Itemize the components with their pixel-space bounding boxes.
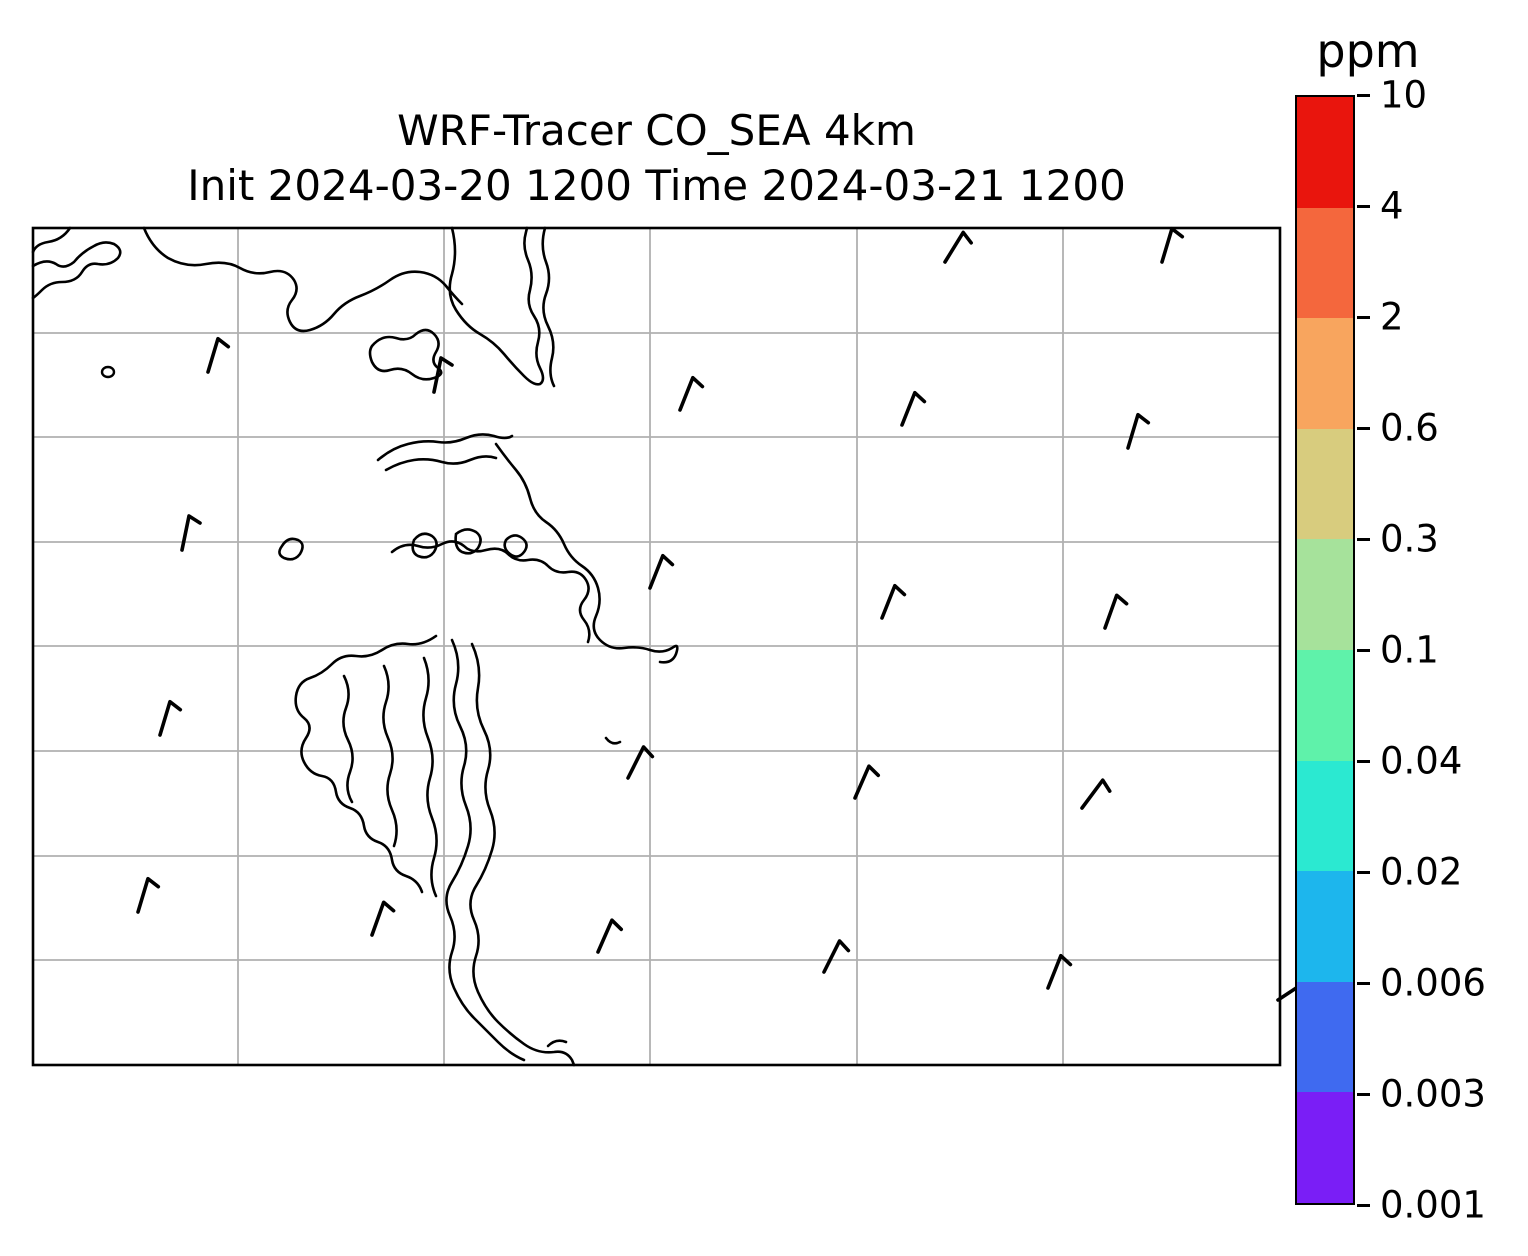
plot-title-line1: WRF-Tracer CO_SEA 4km bbox=[397, 106, 916, 155]
colorbar-tick-label: 2 bbox=[1380, 295, 1404, 339]
coastline-path bbox=[454, 528, 482, 555]
colorbar-segment bbox=[1297, 207, 1353, 319]
wind-barb bbox=[853, 764, 881, 800]
plot-title: WRF-Tracer CO_SEA 4km Init 2024-03-20 12… bbox=[33, 103, 1280, 214]
plot-title-line2: Init 2024-03-20 1200 Time 2024-03-21 120… bbox=[187, 161, 1126, 211]
wind-barb bbox=[136, 876, 161, 914]
colorbar-unit-label: ppm bbox=[1316, 24, 1420, 78]
coastline-path bbox=[546, 1039, 568, 1048]
coastline-path bbox=[376, 433, 514, 462]
colorbar-segment bbox=[1297, 760, 1353, 872]
coastline-path bbox=[382, 664, 398, 848]
colorbar-tick-label: 0.02 bbox=[1380, 850, 1463, 894]
coastline-path bbox=[448, 226, 545, 386]
colorbar-segment bbox=[1297, 981, 1353, 1093]
colorbar-tick-mark bbox=[1357, 315, 1370, 319]
colorbar-tick-mark bbox=[1357, 93, 1370, 97]
colorbar-tick-label: 0.003 bbox=[1380, 1072, 1486, 1116]
colorbar-segment bbox=[1297, 1092, 1353, 1203]
colorbar-tick-mark bbox=[1357, 1092, 1370, 1096]
wind-barb bbox=[1080, 778, 1112, 810]
wind-barb bbox=[596, 918, 624, 954]
wind-barb bbox=[158, 699, 183, 737]
colorbar-segments bbox=[1297, 97, 1353, 1203]
colorbar-segment bbox=[1297, 539, 1353, 650]
colorbar bbox=[1295, 95, 1355, 1205]
wind-barb bbox=[880, 583, 907, 620]
coastline-path bbox=[541, 226, 556, 388]
colorbar-segment bbox=[1297, 318, 1353, 429]
wind-barb bbox=[1126, 412, 1151, 450]
coastline-path bbox=[31, 241, 122, 300]
colorbar-tick-mark bbox=[1357, 648, 1370, 652]
colorbar-segment bbox=[1297, 428, 1353, 540]
colorbar-tick-label: 0.3 bbox=[1380, 517, 1439, 561]
coastline-path bbox=[342, 674, 354, 804]
coastline-path bbox=[604, 736, 622, 745]
coastline-path bbox=[469, 642, 576, 1067]
wind-barb bbox=[1160, 226, 1185, 264]
coastline-path bbox=[384, 455, 498, 472]
colorbar-tick-label: 0.006 bbox=[1380, 961, 1486, 1005]
coastline-path bbox=[422, 656, 438, 898]
wind-barb bbox=[943, 230, 973, 264]
wind-barb bbox=[206, 336, 231, 374]
coastline-path bbox=[494, 442, 679, 664]
island-outline bbox=[100, 365, 116, 379]
colorbar-tick-mark bbox=[1357, 426, 1370, 430]
coastline-path bbox=[411, 532, 438, 559]
colorbar-tick-label: 0.04 bbox=[1380, 739, 1463, 783]
wind-barb bbox=[648, 553, 675, 590]
wind-barb bbox=[678, 375, 705, 412]
colorbar-tick-label: 10 bbox=[1380, 73, 1428, 117]
colorbar-tick-mark bbox=[1357, 870, 1370, 874]
colorbar-segment bbox=[1297, 649, 1353, 761]
colorbar-tick-mark bbox=[1357, 759, 1370, 763]
colorbar-segment bbox=[1297, 871, 1353, 982]
wind-barb bbox=[822, 939, 851, 974]
coastline-path bbox=[445, 638, 526, 1062]
colorbar-segment bbox=[1297, 97, 1353, 208]
coastline-path bbox=[278, 537, 304, 561]
plot-frame bbox=[31, 226, 1282, 1067]
colorbar-tick-label: 0.1 bbox=[1380, 628, 1439, 672]
wind-barb bbox=[1046, 953, 1073, 990]
wind-barb bbox=[1103, 593, 1129, 630]
colorbar-tick-label: 0.001 bbox=[1380, 1183, 1486, 1227]
coastline-path bbox=[503, 534, 528, 558]
colorbar-tick-label: 0.6 bbox=[1380, 406, 1439, 450]
colorbar-tick-mark bbox=[1357, 1203, 1370, 1207]
colorbar-tick-mark bbox=[1357, 981, 1370, 985]
coastline-path bbox=[142, 226, 464, 333]
wind-barb bbox=[370, 900, 396, 937]
coastline-path bbox=[31, 226, 72, 254]
coastline-path bbox=[368, 328, 443, 381]
wind-barb bbox=[626, 745, 655, 780]
coastline-path bbox=[294, 634, 438, 894]
wind-barb bbox=[180, 514, 202, 552]
coastline-path bbox=[390, 540, 591, 644]
colorbar-tick-label: 4 bbox=[1380, 184, 1404, 228]
colorbar-tick-mark bbox=[1357, 204, 1370, 208]
wind-barb bbox=[432, 356, 454, 394]
colorbar-tick-mark bbox=[1357, 537, 1370, 541]
wind-barb bbox=[900, 390, 927, 427]
